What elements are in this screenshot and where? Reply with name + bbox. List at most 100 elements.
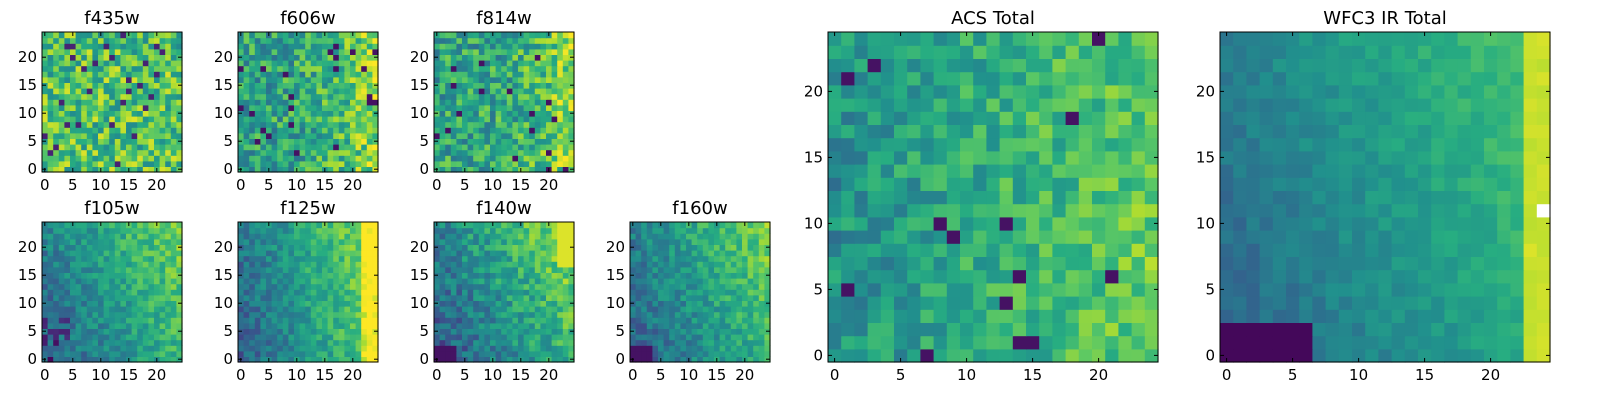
heatmap-cell — [562, 300, 569, 307]
heatmap-cell — [70, 289, 77, 296]
heatmap-cell — [719, 356, 726, 363]
heatmap-cell — [254, 283, 261, 290]
heatmap-cell — [154, 116, 161, 123]
heatmap-cell — [170, 32, 177, 39]
heatmap-cell — [165, 345, 172, 352]
heatmap-cell — [266, 155, 273, 162]
heatmap-cell — [338, 294, 345, 301]
heatmap-cell — [484, 144, 491, 151]
heatmap-cell — [445, 261, 452, 268]
heatmap-cell — [64, 294, 71, 301]
heatmap-cell — [355, 334, 362, 341]
heatmap-cell — [299, 155, 306, 162]
heatmap-cell — [154, 261, 161, 268]
heatmap-cell — [92, 345, 99, 352]
heatmap-cell — [355, 306, 362, 313]
heatmap-cell — [646, 294, 653, 301]
heatmap-cell — [327, 138, 334, 145]
heatmap-cell — [299, 339, 306, 346]
heatmap-cell — [277, 238, 284, 245]
heatmap-cell — [98, 272, 105, 279]
heatmap-cell — [434, 255, 441, 262]
heatmap-cell — [254, 121, 261, 128]
heatmap-cell — [338, 272, 345, 279]
heatmap-cell — [518, 149, 525, 156]
heatmap-cell — [540, 266, 547, 273]
heatmap-cell — [753, 300, 760, 307]
heatmap-cell — [467, 238, 474, 245]
heatmap-cell — [478, 121, 485, 128]
heatmap-cell — [148, 144, 155, 151]
heatmap-cell — [333, 350, 340, 357]
heatmap-cell — [523, 48, 530, 55]
heatmap-cell — [473, 93, 480, 100]
heatmap-cell — [277, 222, 284, 229]
heatmap-cell — [551, 266, 558, 273]
heatmap-cell — [736, 322, 743, 329]
heatmap-cell — [764, 322, 771, 329]
heatmap-cell — [350, 82, 357, 89]
heatmap-cell — [92, 37, 99, 44]
heatmap-cell — [137, 339, 144, 346]
heatmap-cell — [75, 322, 82, 329]
heatmap-cell — [490, 160, 497, 167]
heatmap-cell — [691, 334, 698, 341]
heatmap-cell — [131, 82, 138, 89]
heatmap-cell — [131, 32, 138, 39]
heatmap-cell — [170, 350, 177, 357]
heatmap-cell — [131, 127, 138, 134]
heatmap-cell — [473, 322, 480, 329]
heatmap-cell — [58, 155, 65, 162]
x-tick-label: 0 — [40, 366, 50, 384]
heatmap-cell — [120, 54, 127, 61]
heatmap-cell — [70, 250, 77, 257]
heatmap-cell — [92, 116, 99, 123]
heatmap-cell — [344, 65, 351, 72]
heatmap-cell — [361, 149, 368, 156]
heatmap-cell — [933, 335, 948, 350]
heatmap-cell — [338, 65, 345, 72]
heatmap-cell — [907, 335, 921, 350]
heatmap-cell — [103, 233, 110, 240]
heatmap-cell — [546, 322, 553, 329]
heatmap-cell — [697, 289, 704, 296]
heatmap-cell — [64, 289, 71, 296]
heatmap-cell — [758, 222, 765, 229]
heatmap-cell — [484, 37, 491, 44]
heatmap-cell — [478, 43, 485, 50]
heatmap-cell — [350, 93, 357, 100]
heatmap-cell — [641, 255, 648, 262]
heatmap-cell — [523, 300, 530, 307]
heatmap-cell — [506, 266, 513, 273]
heatmap-cell — [450, 166, 457, 173]
heatmap-cell — [350, 261, 357, 268]
heatmap-cell — [114, 93, 121, 100]
heatmap-cell — [495, 93, 502, 100]
heatmap-cell — [512, 110, 519, 117]
heatmap-cell — [557, 48, 564, 55]
heatmap-cell — [742, 283, 749, 290]
heatmap-cell — [462, 306, 469, 313]
heatmap-cell — [344, 166, 351, 173]
heatmap-cell — [288, 138, 295, 145]
heatmap-cell — [271, 328, 278, 335]
heatmap-cell — [238, 155, 245, 162]
heatmap-cell — [641, 339, 648, 346]
heatmap-cell — [64, 37, 71, 44]
heatmap-cell — [669, 283, 676, 290]
heatmap-cell — [42, 266, 49, 273]
heatmap-cell — [109, 60, 116, 67]
heatmap-cell — [64, 283, 71, 290]
heatmap-cell — [361, 283, 368, 290]
heatmap-cell — [126, 76, 133, 83]
heatmap-cell — [42, 149, 49, 156]
heatmap-cell — [260, 93, 267, 100]
heatmap-cell — [473, 294, 480, 301]
heatmap-cell — [53, 300, 60, 307]
heatmap-cell — [137, 244, 144, 251]
heatmap-cell — [973, 296, 987, 310]
heatmap-cell — [288, 104, 295, 111]
heatmap-cell — [333, 227, 340, 234]
heatmap-cell — [86, 350, 93, 357]
heatmap-cell — [277, 138, 284, 145]
